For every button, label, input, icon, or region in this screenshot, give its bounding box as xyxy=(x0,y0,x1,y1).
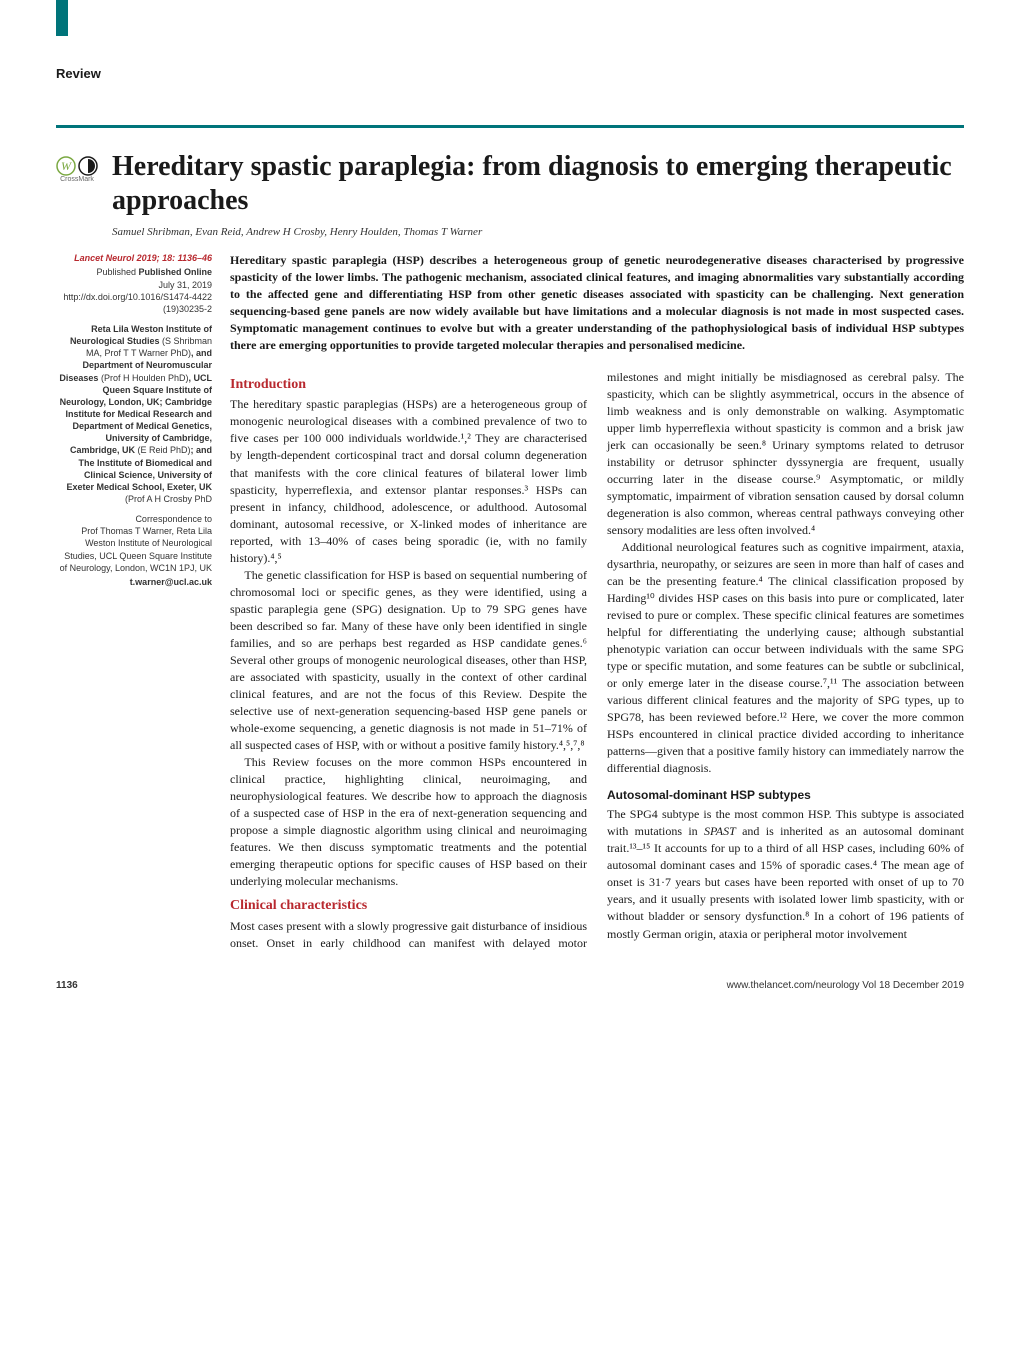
page-number: 1136 xyxy=(56,980,78,991)
published-online-label: Published Published Online xyxy=(96,267,212,277)
affiliations: Reta Lila Weston Institute of Neurologic… xyxy=(56,323,212,505)
article-title: Hereditary spastic paraplegia: from diag… xyxy=(112,150,964,218)
correspondence-email[interactable]: t.warner@ucl.ac.uk xyxy=(56,576,212,588)
doi[interactable]: http://dx.doi.org/10.1016/S1474-4422(19)… xyxy=(56,291,212,315)
main-content: Hereditary spastic paraplegia (HSP) desc… xyxy=(230,252,964,952)
citation: Lancet Neurol 2019; 18: 1136–46 xyxy=(56,252,212,264)
author-list: Samuel Shribman, Evan Reid, Andrew H Cro… xyxy=(112,226,964,238)
intro-p2: The genetic classification for HSP is ba… xyxy=(230,567,587,754)
svg-text:W: W xyxy=(61,159,72,173)
abstract: Hereditary spastic paraplegia (HSP) desc… xyxy=(230,252,964,354)
published-online-date: July 31, 2019 xyxy=(158,280,212,290)
introduction-heading: Introduction xyxy=(230,375,587,395)
intro-p3: This Review focuses on the more common H… xyxy=(230,754,587,890)
correspondence-label: Correspondence to xyxy=(56,513,212,525)
journal-footer-ref: www.thelancet.com/neurology Vol 18 Decem… xyxy=(727,980,964,991)
header-rule xyxy=(56,125,964,128)
body-columns: Introduction The hereditary spastic para… xyxy=(230,369,964,953)
title-row: W CrossMark Hereditary spastic paraplegi… xyxy=(56,150,964,218)
crossmark-badge[interactable]: W CrossMark xyxy=(56,156,98,183)
sidebar: Lancet Neurol 2019; 18: 1136–46 Publishe… xyxy=(56,252,212,952)
correspondence-to: Prof Thomas T Warner, Reta Lila Weston I… xyxy=(56,525,212,574)
page-footer: 1136 www.thelancet.com/neurology Vol 18 … xyxy=(56,980,964,991)
intro-p1: The hereditary spastic paraplegias (HSPs… xyxy=(230,396,587,566)
ad-p1: The SPG4 subtype is the most common HSP.… xyxy=(607,806,964,942)
section-label: Review xyxy=(56,66,964,81)
crossmark-label: CrossMark xyxy=(56,176,98,183)
clinical-heading: Clinical characteristics xyxy=(230,896,587,916)
crossmark-w-icon: W xyxy=(56,156,76,176)
clinical-p2: Additional neurological features such as… xyxy=(607,539,964,777)
crossmark-circle-icon xyxy=(78,156,98,176)
ad-subheading: Autosomal-dominant HSP subtypes xyxy=(607,787,964,804)
accent-bar xyxy=(56,0,68,36)
